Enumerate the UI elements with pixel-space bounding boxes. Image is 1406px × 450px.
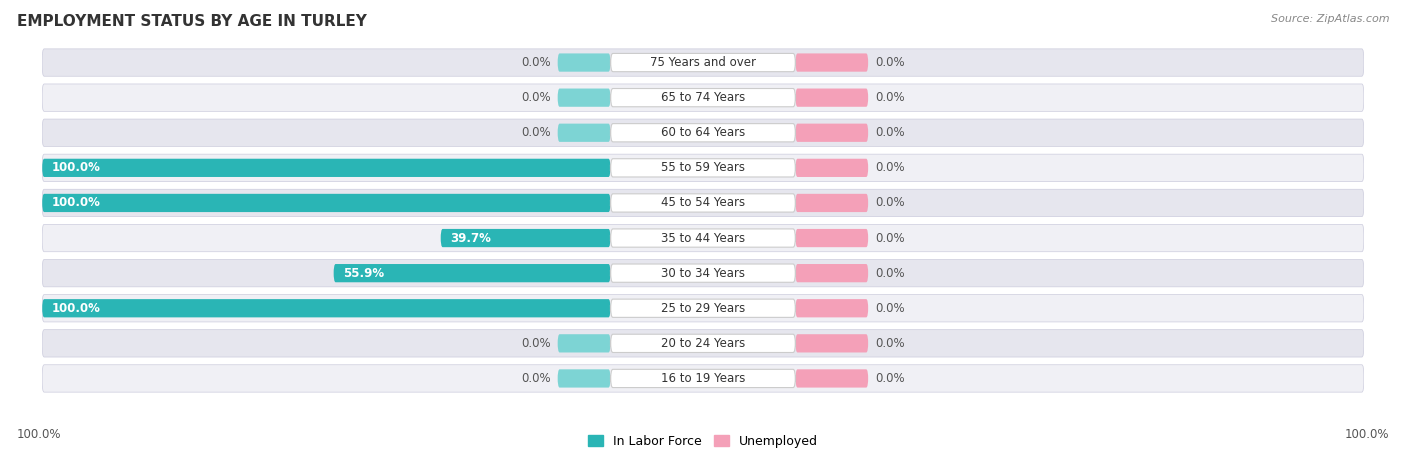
FancyBboxPatch shape xyxy=(42,260,1364,287)
FancyBboxPatch shape xyxy=(796,194,868,212)
FancyBboxPatch shape xyxy=(42,295,1364,322)
Text: 20 to 24 Years: 20 to 24 Years xyxy=(661,337,745,350)
Text: 0.0%: 0.0% xyxy=(875,232,904,244)
Text: 75 Years and over: 75 Years and over xyxy=(650,56,756,69)
FancyBboxPatch shape xyxy=(796,299,868,317)
FancyBboxPatch shape xyxy=(558,369,610,387)
Text: 55 to 59 Years: 55 to 59 Years xyxy=(661,162,745,174)
Text: 55.9%: 55.9% xyxy=(343,267,385,279)
FancyBboxPatch shape xyxy=(558,54,610,72)
FancyBboxPatch shape xyxy=(42,365,1364,392)
FancyBboxPatch shape xyxy=(42,49,1364,76)
Text: 30 to 34 Years: 30 to 34 Years xyxy=(661,267,745,279)
Text: 0.0%: 0.0% xyxy=(875,162,904,174)
Text: 0.0%: 0.0% xyxy=(875,372,904,385)
FancyBboxPatch shape xyxy=(610,124,796,142)
FancyBboxPatch shape xyxy=(796,89,868,107)
FancyBboxPatch shape xyxy=(42,189,1364,216)
FancyBboxPatch shape xyxy=(42,154,1364,181)
Text: 65 to 74 Years: 65 to 74 Years xyxy=(661,91,745,104)
FancyBboxPatch shape xyxy=(796,159,868,177)
Text: 0.0%: 0.0% xyxy=(875,91,904,104)
FancyBboxPatch shape xyxy=(610,299,796,317)
FancyBboxPatch shape xyxy=(796,264,868,282)
Text: 0.0%: 0.0% xyxy=(875,267,904,279)
FancyBboxPatch shape xyxy=(610,159,796,177)
FancyBboxPatch shape xyxy=(42,84,1364,111)
Legend: In Labor Force, Unemployed: In Labor Force, Unemployed xyxy=(583,430,823,450)
Text: 0.0%: 0.0% xyxy=(522,372,551,385)
Text: 100.0%: 100.0% xyxy=(52,197,101,209)
Text: 39.7%: 39.7% xyxy=(450,232,492,244)
FancyBboxPatch shape xyxy=(558,334,610,352)
FancyBboxPatch shape xyxy=(42,159,610,177)
Text: 0.0%: 0.0% xyxy=(875,197,904,209)
FancyBboxPatch shape xyxy=(796,334,868,352)
Text: 45 to 54 Years: 45 to 54 Years xyxy=(661,197,745,209)
FancyBboxPatch shape xyxy=(796,369,868,387)
FancyBboxPatch shape xyxy=(440,229,610,247)
Text: 0.0%: 0.0% xyxy=(875,56,904,69)
Text: 35 to 44 Years: 35 to 44 Years xyxy=(661,232,745,244)
Text: 100.0%: 100.0% xyxy=(17,428,62,441)
Text: 0.0%: 0.0% xyxy=(522,126,551,139)
Text: 0.0%: 0.0% xyxy=(875,126,904,139)
FancyBboxPatch shape xyxy=(610,89,796,107)
FancyBboxPatch shape xyxy=(610,334,796,352)
FancyBboxPatch shape xyxy=(610,194,796,212)
Text: 0.0%: 0.0% xyxy=(875,302,904,315)
Text: 100.0%: 100.0% xyxy=(1344,428,1389,441)
FancyBboxPatch shape xyxy=(796,229,868,247)
FancyBboxPatch shape xyxy=(610,54,796,72)
FancyBboxPatch shape xyxy=(42,299,610,317)
FancyBboxPatch shape xyxy=(796,124,868,142)
FancyBboxPatch shape xyxy=(796,54,868,72)
Text: 100.0%: 100.0% xyxy=(52,302,101,315)
Text: 100.0%: 100.0% xyxy=(52,162,101,174)
Text: EMPLOYMENT STATUS BY AGE IN TURLEY: EMPLOYMENT STATUS BY AGE IN TURLEY xyxy=(17,14,367,28)
FancyBboxPatch shape xyxy=(610,264,796,282)
Text: 0.0%: 0.0% xyxy=(522,337,551,350)
FancyBboxPatch shape xyxy=(333,264,610,282)
Text: 60 to 64 Years: 60 to 64 Years xyxy=(661,126,745,139)
Text: 0.0%: 0.0% xyxy=(875,337,904,350)
Text: 25 to 29 Years: 25 to 29 Years xyxy=(661,302,745,315)
FancyBboxPatch shape xyxy=(610,229,796,247)
Text: 0.0%: 0.0% xyxy=(522,56,551,69)
Text: 16 to 19 Years: 16 to 19 Years xyxy=(661,372,745,385)
FancyBboxPatch shape xyxy=(558,89,610,107)
FancyBboxPatch shape xyxy=(42,330,1364,357)
FancyBboxPatch shape xyxy=(42,119,1364,146)
FancyBboxPatch shape xyxy=(42,225,1364,252)
Text: Source: ZipAtlas.com: Source: ZipAtlas.com xyxy=(1271,14,1389,23)
FancyBboxPatch shape xyxy=(558,124,610,142)
FancyBboxPatch shape xyxy=(610,369,796,387)
FancyBboxPatch shape xyxy=(42,194,610,212)
Text: 0.0%: 0.0% xyxy=(522,91,551,104)
